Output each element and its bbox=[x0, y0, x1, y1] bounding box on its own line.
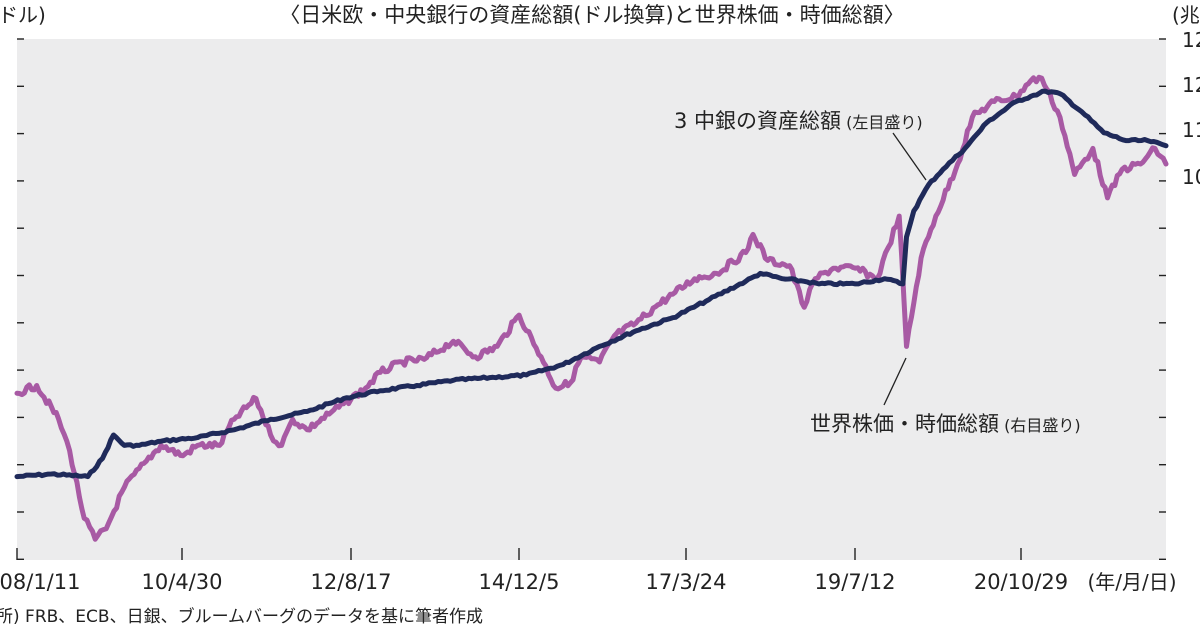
right-axis-tick-labels: 12 12 11 10 bbox=[1182, 28, 1200, 189]
x-tick-label: 12/8/17 bbox=[311, 570, 392, 594]
source-note: 所) FRB、ECB、日銀、ブルームバーグのデータを基に筆者作成 bbox=[0, 606, 483, 627]
chart-title: 〈日米欧・中央銀行の資産総額(ドル換算)と世界株価・時価総額〉 bbox=[279, 3, 904, 27]
annotation-banks: 3 中銀の資産総額 (左目盛り) bbox=[674, 109, 923, 133]
annotation-leader-stocks bbox=[883, 357, 907, 406]
right-tick-label: 11 bbox=[1182, 118, 1200, 142]
x-tick-label: 10/4/30 bbox=[142, 570, 223, 594]
x-tick-label: 20/10/29 bbox=[974, 570, 1068, 594]
annotation-stocks-text: 世界株価・時価総額 bbox=[810, 412, 999, 436]
right-tick-label: 10 bbox=[1182, 165, 1200, 189]
x-tick-label: 17/3/24 bbox=[646, 570, 727, 594]
left-axis-unit: ドル) bbox=[0, 3, 46, 27]
x-tick-label: 19/7/12 bbox=[815, 570, 896, 594]
annotation-stocks-note: (右目盛り) bbox=[1004, 416, 1081, 435]
annotation-banks-note: (左目盛り) bbox=[846, 113, 923, 132]
plot-area bbox=[17, 39, 1166, 560]
x-axis-tick-labels: 08/1/11 10/4/30 12/8/17 14/12/5 17/3/24 … bbox=[0, 570, 1177, 594]
annotation-stocks: 世界株価・時価総額 (右目盛り) bbox=[810, 412, 1081, 436]
x-unit-label: (年/月/日) bbox=[1087, 570, 1176, 594]
right-tick-label: 12 bbox=[1182, 28, 1200, 52]
right-axis-unit: (兆 bbox=[1172, 3, 1200, 27]
annotation-leader-banks bbox=[892, 132, 927, 181]
right-axis-ticks bbox=[1159, 38, 1166, 560]
left-axis-ticks bbox=[17, 38, 24, 560]
series-line-stocks bbox=[14, 74, 1169, 542]
x-axis-ticks bbox=[16, 548, 1022, 560]
series-line-banks bbox=[14, 88, 1169, 480]
x-tick-label: 08/1/11 bbox=[0, 570, 80, 594]
annotation-banks-text: 3 中銀の資産総額 bbox=[674, 109, 841, 133]
x-tick-label: 14/12/5 bbox=[479, 570, 560, 594]
right-tick-label: 12 bbox=[1182, 73, 1200, 97]
